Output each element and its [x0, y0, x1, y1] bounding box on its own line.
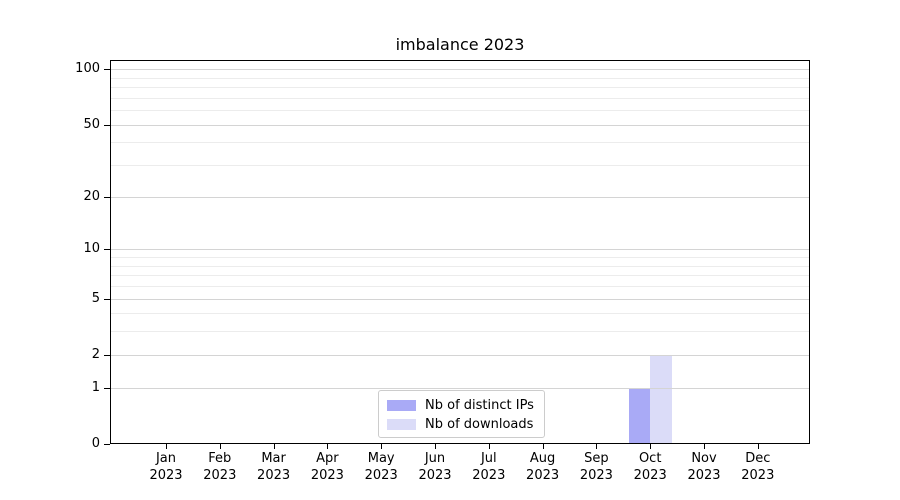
x-tick-mark — [327, 444, 329, 449]
x-tick-year: 2023 — [364, 467, 398, 483]
x-tick-year: 2023 — [203, 467, 237, 483]
x-tick-mark — [596, 444, 598, 449]
y-tick-mark — [104, 124, 110, 126]
x-tick-label: Jan 2023 — [136, 451, 196, 484]
y-tick-label: 50 — [83, 116, 100, 132]
y-tick-mark — [104, 249, 110, 251]
legend-swatch-distinct-ips — [387, 400, 416, 411]
legend-swatch-downloads — [387, 419, 416, 430]
minor-gridline — [111, 87, 809, 89]
major-gridline — [111, 69, 809, 71]
legend-item-downloads: Nb of downloads — [379, 415, 544, 434]
x-tick-year: 2023 — [149, 467, 183, 483]
x-tick-mark — [273, 444, 275, 449]
y-tick-mark — [104, 387, 110, 389]
x-tick-month: Aug — [529, 451, 556, 466]
x-tick-mark — [542, 444, 544, 449]
x-tick-year: 2023 — [687, 467, 721, 483]
bar-nb-of-distinct-ips — [628, 387, 651, 443]
y-tick-label: 0 — [91, 436, 100, 451]
x-tick-month: Oct — [638, 451, 662, 466]
major-gridline — [111, 196, 809, 198]
minor-gridline — [111, 257, 809, 259]
legend: Nb of distinct IPs Nb of downloads — [378, 390, 545, 438]
plot-canvas — [111, 61, 809, 443]
minor-gridline — [111, 110, 809, 112]
x-tick-label: Mar 2023 — [244, 451, 304, 484]
x-tick-label: Nov 2023 — [674, 451, 734, 484]
x-tick-mark — [757, 444, 759, 449]
minor-gridline — [111, 165, 809, 167]
x-tick-label: Aug 2023 — [513, 451, 573, 484]
x-tick-mark — [435, 444, 436, 449]
legend-label-downloads: Nb of downloads — [425, 417, 534, 432]
minor-gridline — [111, 142, 809, 144]
x-tick-label: Dec 2023 — [728, 451, 788, 484]
x-tick-year: 2023 — [579, 467, 613, 483]
x-tick-label: Sep 2023 — [566, 451, 626, 484]
x-tick-month: Dec — [745, 451, 771, 466]
x-tick-month: Jan — [155, 451, 177, 466]
y-tick-label: 1 — [91, 379, 100, 395]
x-tick-year: 2023 — [257, 467, 291, 483]
y-tick-mark — [104, 69, 110, 71]
y-tick-mark — [104, 354, 110, 356]
y-tick-mark — [104, 444, 110, 445]
y-tick-mark — [104, 196, 110, 198]
x-tick-year: 2023 — [418, 467, 452, 483]
x-tick-month: Mar — [261, 451, 286, 466]
y-tick-label: 5 — [91, 290, 100, 306]
x-tick-year: 2023 — [741, 467, 775, 483]
minor-gridline — [111, 331, 809, 333]
x-tick-mark — [219, 444, 221, 449]
major-gridline — [111, 387, 809, 389]
minor-gridline — [111, 275, 809, 277]
y-tick-label: 20 — [83, 188, 100, 204]
x-tick-year: 2023 — [472, 467, 506, 483]
x-tick-month: Jun — [424, 451, 446, 466]
x-tick-label: Oct 2023 — [620, 451, 680, 484]
x-tick-year: 2023 — [633, 467, 667, 483]
minor-gridline — [111, 77, 809, 79]
x-tick-mark — [650, 444, 652, 449]
x-tick-label: Jul 2023 — [459, 451, 519, 484]
x-tick-month: Jul — [480, 451, 497, 466]
x-tick-mark — [381, 444, 383, 449]
x-tick-month: Apr — [316, 451, 339, 466]
major-gridline — [111, 249, 809, 251]
plot-area — [110, 60, 810, 444]
x-tick-month: May — [367, 451, 395, 466]
y-tick-label: 10 — [83, 241, 100, 257]
major-gridline — [111, 354, 809, 356]
x-tick-year: 2023 — [310, 467, 344, 483]
x-tick-label: Feb 2023 — [190, 451, 250, 484]
legend-label-distinct-ips: Nb of distinct IPs — [425, 398, 534, 413]
x-tick-month: Sep — [584, 451, 609, 466]
minor-gridline — [111, 313, 809, 315]
x-tick-month: Feb — [208, 451, 232, 466]
bar-nb-of-downloads — [650, 354, 672, 443]
x-tick-mark — [166, 444, 167, 449]
y-tick-label: 100 — [75, 61, 100, 77]
major-gridline — [111, 124, 809, 126]
x-tick-label: Jun 2023 — [405, 451, 465, 484]
chart-title: imbalance 2023 — [395, 35, 525, 54]
minor-gridline — [111, 97, 809, 99]
major-gridline — [111, 298, 809, 300]
x-tick-mark — [488, 444, 490, 449]
y-tick-label: 2 — [91, 346, 100, 362]
y-tick-mark — [104, 298, 110, 300]
x-tick-month: Nov — [691, 451, 717, 466]
x-tick-label: May 2023 — [351, 451, 411, 484]
x-tick-label: Apr 2023 — [297, 451, 357, 484]
x-tick-mark — [704, 444, 705, 449]
minor-gridline — [111, 265, 809, 267]
minor-gridline — [111, 286, 809, 287]
legend-item-distinct-ips: Nb of distinct IPs — [379, 396, 544, 415]
x-tick-year: 2023 — [526, 467, 560, 483]
